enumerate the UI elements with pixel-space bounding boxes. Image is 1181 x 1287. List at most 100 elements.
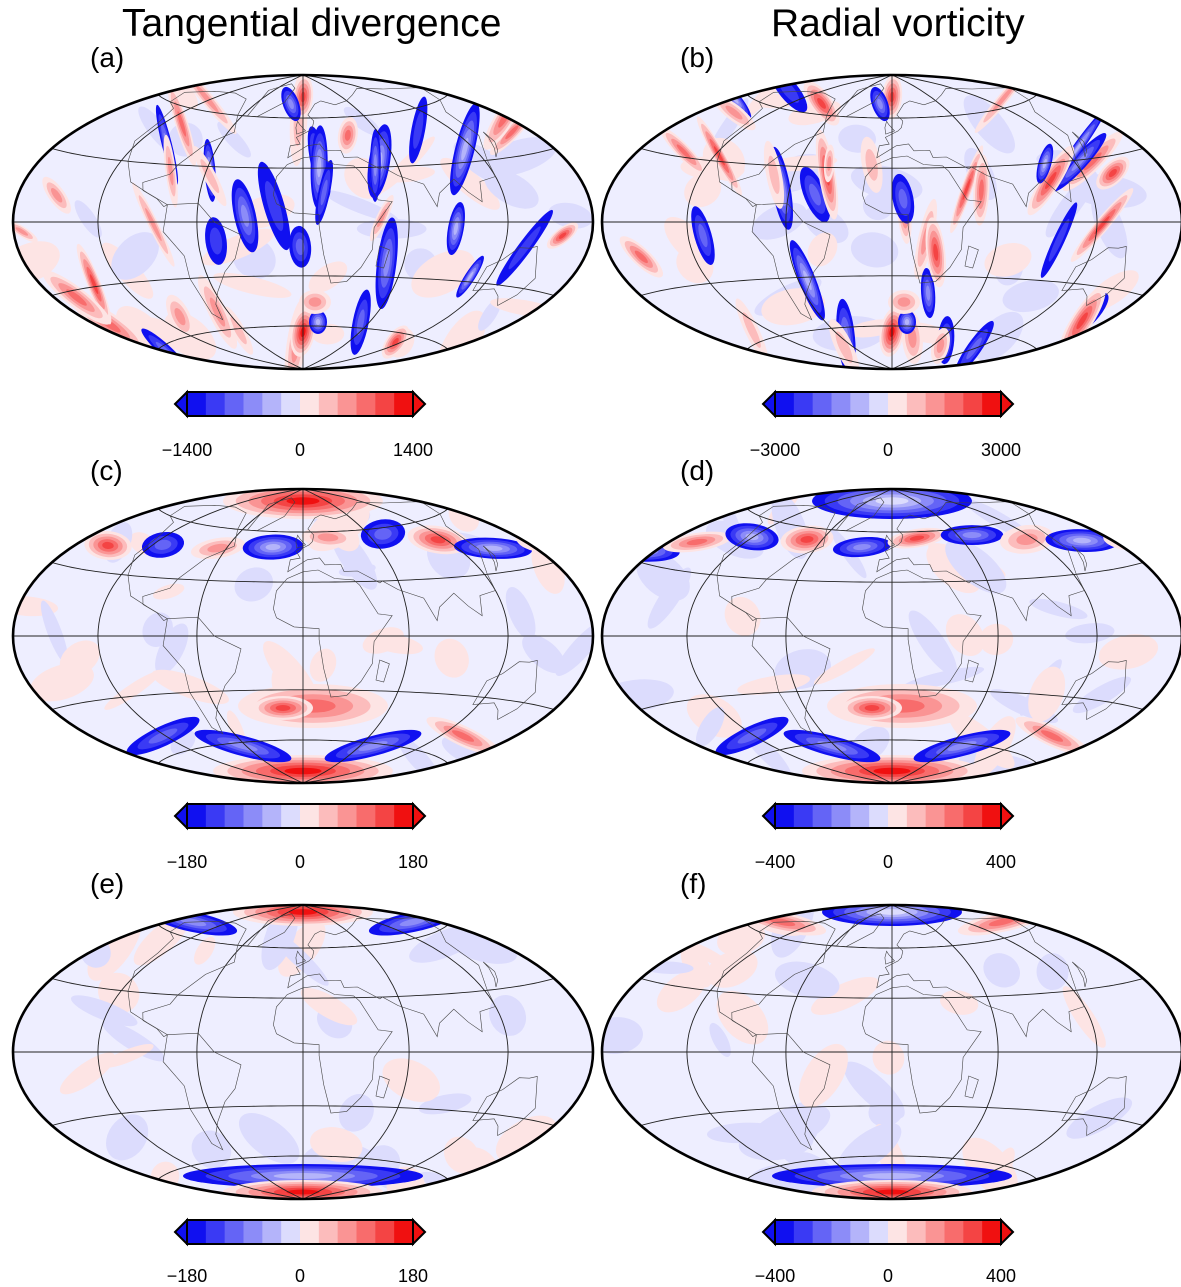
positive-anomaly <box>800 536 814 543</box>
negative-anomaly <box>148 728 178 744</box>
positive-anomaly <box>89 274 99 295</box>
coastline <box>884 120 896 135</box>
colorbar-d-min-label: −400 <box>754 852 796 872</box>
positive-anomaly <box>558 232 567 239</box>
colorbar-d <box>761 801 1015 831</box>
colorbar-c-min-label: −180 <box>166 852 208 872</box>
colorbar-swatch <box>262 392 282 416</box>
colorbar-min-arrow <box>173 801 188 831</box>
parallel <box>640 689 1144 710</box>
negative-anomaly <box>925 285 931 301</box>
coastline <box>287 87 496 208</box>
field-layer <box>602 75 1181 369</box>
colorbar-min-arrow <box>761 1217 776 1247</box>
coastline <box>835 497 885 532</box>
positive-anomaly <box>1040 730 1064 742</box>
colorbar-swatch <box>281 392 301 416</box>
parallel <box>640 148 1144 169</box>
negative-anomaly <box>288 98 294 110</box>
parallel <box>157 739 449 764</box>
positive-anomaly <box>676 144 692 160</box>
colorbar-e-mid-label: 0 <box>294 1266 306 1286</box>
field-layer <box>13 75 593 369</box>
map-panel-a <box>11 73 595 371</box>
negative-anomaly <box>209 227 223 255</box>
parallel <box>640 275 1144 296</box>
negative-anomaly <box>877 98 883 110</box>
parallel <box>157 924 449 949</box>
column-title-tangential-divergence: Tangential divergence <box>122 2 502 45</box>
negative-anomaly <box>698 224 708 248</box>
parallel <box>746 739 1038 764</box>
positive-anomaly <box>177 111 187 137</box>
graticule <box>13 489 593 783</box>
colorbar-swatch <box>775 392 795 416</box>
coastline <box>375 659 390 683</box>
coastline <box>1061 660 1127 721</box>
coastline <box>835 83 885 118</box>
colorbar-f-mid-label: 0 <box>882 1266 894 1286</box>
coastline <box>1071 131 1088 158</box>
colorbar-swatch <box>963 1220 983 1244</box>
positive-anomaly <box>167 156 174 186</box>
colorbar-c-mid-label: 0 <box>294 852 306 872</box>
coastline <box>482 545 499 572</box>
coastline <box>472 246 538 307</box>
colorbar-swatch <box>224 1220 244 1244</box>
colorbar-swatch <box>394 804 414 828</box>
coastline <box>287 917 496 1038</box>
coastline <box>472 1076 538 1137</box>
parallel <box>51 148 555 169</box>
colorbar-swatch <box>906 392 927 416</box>
coastline <box>375 1075 390 1099</box>
positive-anomaly <box>865 148 878 181</box>
panel-label-a: (a) <box>90 42 125 73</box>
colorbar-max-arrow <box>1000 801 1015 831</box>
colorbar-swatch <box>187 804 207 828</box>
positive-anomaly <box>505 125 519 140</box>
coastline <box>716 920 836 1037</box>
negative-anomaly <box>632 547 652 554</box>
graticule <box>13 75 593 369</box>
negative-anomaly <box>483 545 503 551</box>
colorbar-a-max-label: 1400 <box>392 440 434 460</box>
coastline <box>876 501 1085 622</box>
map-panel-e <box>11 903 595 1201</box>
negative-anomaly <box>383 249 391 278</box>
parallel <box>640 978 1144 999</box>
colorbar-swatch <box>925 804 945 828</box>
positive-anomaly <box>1123 534 1151 544</box>
colorbar-swatch <box>281 1220 301 1244</box>
coastline <box>162 616 242 735</box>
colorbar-f <box>761 1217 1015 1247</box>
colorbar-min-arrow <box>173 1217 188 1247</box>
colorbar-c-max-label: 180 <box>397 852 429 872</box>
colorbar-swatch <box>318 804 339 828</box>
coastline <box>884 950 896 965</box>
negative-anomaly <box>315 319 321 325</box>
colorbar-swatch <box>831 392 851 416</box>
graticule <box>602 489 1181 783</box>
map-boundary <box>600 487 1181 785</box>
colorbar-max-arrow <box>412 389 427 419</box>
colorbar-swatch <box>300 1220 320 1244</box>
colorbar-swatch <box>982 392 1002 416</box>
coastline <box>295 950 307 965</box>
negative-anomaly <box>1048 218 1070 262</box>
colorbar-swatch <box>262 1220 282 1244</box>
colorbar-swatch <box>375 392 395 416</box>
coastline <box>1071 545 1088 572</box>
colorbar-b-max-label: 3000 <box>980 440 1022 460</box>
field-layer <box>602 489 1181 783</box>
panel-label-e: (e) <box>90 868 125 899</box>
coastline <box>862 985 982 1114</box>
coastline <box>246 913 296 948</box>
positive-anomaly <box>308 297 322 307</box>
colorbar-swatch <box>812 1220 832 1244</box>
coastlines <box>127 497 538 735</box>
negative-anomaly <box>264 181 284 231</box>
map-boundary <box>600 73 1181 371</box>
coastline <box>751 1032 831 1151</box>
colorbar-swatch <box>831 1220 851 1244</box>
coastline <box>162 1032 242 1151</box>
